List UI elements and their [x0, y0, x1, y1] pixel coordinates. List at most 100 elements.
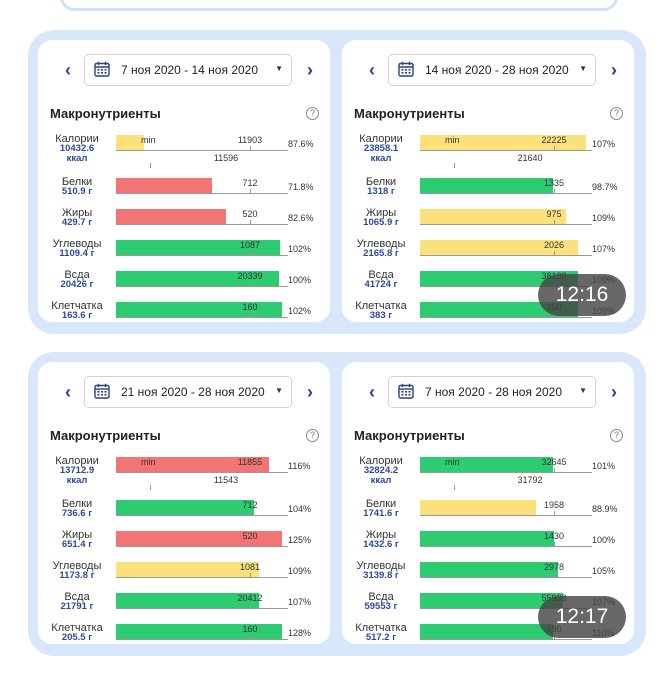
help-icon[interactable]: ?	[306, 107, 319, 120]
nutrient-label: Жиры 429.7 г	[38, 208, 116, 228]
percent-value: 101%	[592, 461, 616, 471]
target-line	[116, 317, 288, 318]
nutrient-label: Калории 23858.1 ккал	[342, 134, 420, 164]
percent-value: 116%	[288, 461, 311, 471]
progress-fill	[116, 302, 282, 317]
help-icon[interactable]: ?	[610, 429, 623, 442]
next-period-button[interactable]: ›	[611, 382, 617, 402]
dropdown-caret-icon: ▼	[579, 386, 587, 395]
nutrient-name: Всда	[368, 591, 394, 603]
target-tick	[554, 189, 555, 194]
target-line	[420, 286, 592, 287]
consumed-value: 11543	[213, 475, 239, 485]
nutrient-amount: 2165.8 г	[363, 248, 399, 259]
dropdown-caret-icon: ▼	[579, 64, 587, 73]
nutrient-amount: 1432.6 г	[363, 539, 399, 550]
target-line	[420, 639, 592, 640]
progress-fill	[420, 500, 537, 515]
target-line	[420, 193, 592, 194]
target-tick	[250, 635, 251, 640]
target-tick	[250, 468, 251, 473]
target-line	[116, 546, 288, 547]
percent-value: 125%	[288, 535, 312, 545]
percent-value: 109%	[592, 213, 616, 223]
nutrient-row: Калории 13712.9 ккал min 11855 11543 116%	[38, 456, 330, 490]
date-range-select[interactable]: 7 ноя 2020 - 28 ноя 2020 ▼	[388, 376, 596, 408]
target-tick	[250, 189, 251, 194]
percent-value: 100%	[592, 535, 616, 545]
percent-value: 109%	[288, 566, 312, 576]
percent-value: 71.8%	[288, 182, 314, 192]
prev-period-button[interactable]: ‹	[369, 60, 375, 80]
consumed-tick	[150, 163, 151, 168]
target-line	[420, 317, 592, 318]
percent-value: 88.9%	[592, 504, 618, 514]
prev-period-button[interactable]: ‹	[65, 60, 71, 80]
target-tick	[554, 542, 555, 547]
nutrient-label: Жиры 1432.6 г	[342, 530, 420, 550]
nutrient-label: Углеводы 2165.8 г	[342, 239, 420, 259]
date-range-select[interactable]: 14 ноя 2020 - 28 ноя 2020 ▼	[388, 54, 596, 86]
target-value: 32645	[541, 457, 567, 467]
nutrient-row: Жиры 429.7 г 520 82.6%	[38, 208, 330, 238]
percent-value: 102%	[288, 306, 312, 316]
percent-value: 107%	[592, 139, 616, 149]
target-value: 11855	[237, 457, 263, 467]
date-range-select[interactable]: 7 ноя 2020 - 14 ноя 2020 ▼	[84, 54, 292, 86]
dropdown-caret-icon: ▼	[275, 64, 283, 73]
target-tick	[250, 251, 251, 256]
progress-bar: 520	[116, 209, 288, 225]
nutrient-name: Углеводы	[52, 238, 102, 250]
dropdown-caret-icon: ▼	[275, 386, 283, 395]
nutrient-label: Клетчатка 163.6 г	[38, 301, 116, 321]
target-value: 20412	[237, 593, 263, 603]
nutrient-name: Всда	[368, 269, 394, 281]
target-line	[116, 286, 288, 287]
nutrient-amount: 1318 г	[367, 186, 395, 197]
nutrient-unit: ккал	[66, 475, 88, 486]
nutrient-row: Белки 1318 г 1335 98.7%	[342, 177, 634, 207]
nutrient-label: Белки 736.6 г	[38, 499, 116, 519]
target-tick	[554, 573, 555, 578]
macro-card: ‹ 14 ноя 2020 - 28 ноя 2020 ▼ › Макронутриен…	[342, 40, 634, 322]
next-period-button[interactable]: ›	[611, 60, 617, 80]
target-tick	[554, 511, 555, 516]
next-period-button[interactable]: ›	[307, 382, 313, 402]
nutrient-row: Клетчатка 163.6 г 160 102%	[38, 301, 330, 322]
target-value: 712	[242, 178, 258, 188]
target-line	[420, 577, 592, 578]
nutrient-name: Калории	[359, 133, 403, 145]
target-tick	[554, 146, 555, 151]
help-icon[interactable]: ?	[306, 429, 319, 442]
prev-period-button[interactable]: ‹	[369, 382, 375, 402]
target-tick	[250, 604, 251, 609]
target-tick	[250, 220, 251, 225]
help-icon[interactable]: ?	[610, 107, 623, 120]
nutrient-name: Белки	[365, 176, 397, 188]
nutrient-amount: 429.7 г	[61, 217, 93, 228]
next-period-button[interactable]: ›	[307, 60, 313, 80]
nutrient-label: Углеводы 1173.8 г	[38, 561, 116, 581]
nutrient-amount: 10432.6	[59, 143, 95, 154]
progress-bar: 1081	[116, 562, 288, 578]
nutrient-name: Жиры	[365, 529, 397, 541]
nutrient-name: Клетчатка	[51, 300, 103, 312]
progress-fill	[116, 135, 145, 150]
target-tick	[250, 542, 251, 547]
section-title: Макронутриенты	[354, 106, 465, 121]
date-range-select[interactable]: 21 ноя 2020 - 28 ноя 2020 ▼	[84, 376, 292, 408]
percent-value: 100%	[288, 275, 312, 285]
date-range-text: 21 ноя 2020 - 28 ноя 2020	[121, 385, 265, 399]
target-value: 11903	[237, 135, 263, 145]
target-line	[116, 150, 288, 151]
nutrient-amount: 59553 г	[364, 601, 398, 612]
nutrient-amount: 23858.1	[363, 143, 399, 154]
target-tick	[554, 251, 555, 256]
prev-period-button[interactable]: ‹	[65, 382, 71, 402]
nutrient-amount: 13712.9	[59, 465, 95, 476]
target-value: 712	[242, 500, 258, 510]
nutrient-amount: 3139.8 г	[363, 570, 399, 581]
calendar-icon	[94, 383, 110, 399]
progress-fill	[116, 562, 259, 577]
nutrient-label: Всда 21791 г	[38, 592, 116, 612]
